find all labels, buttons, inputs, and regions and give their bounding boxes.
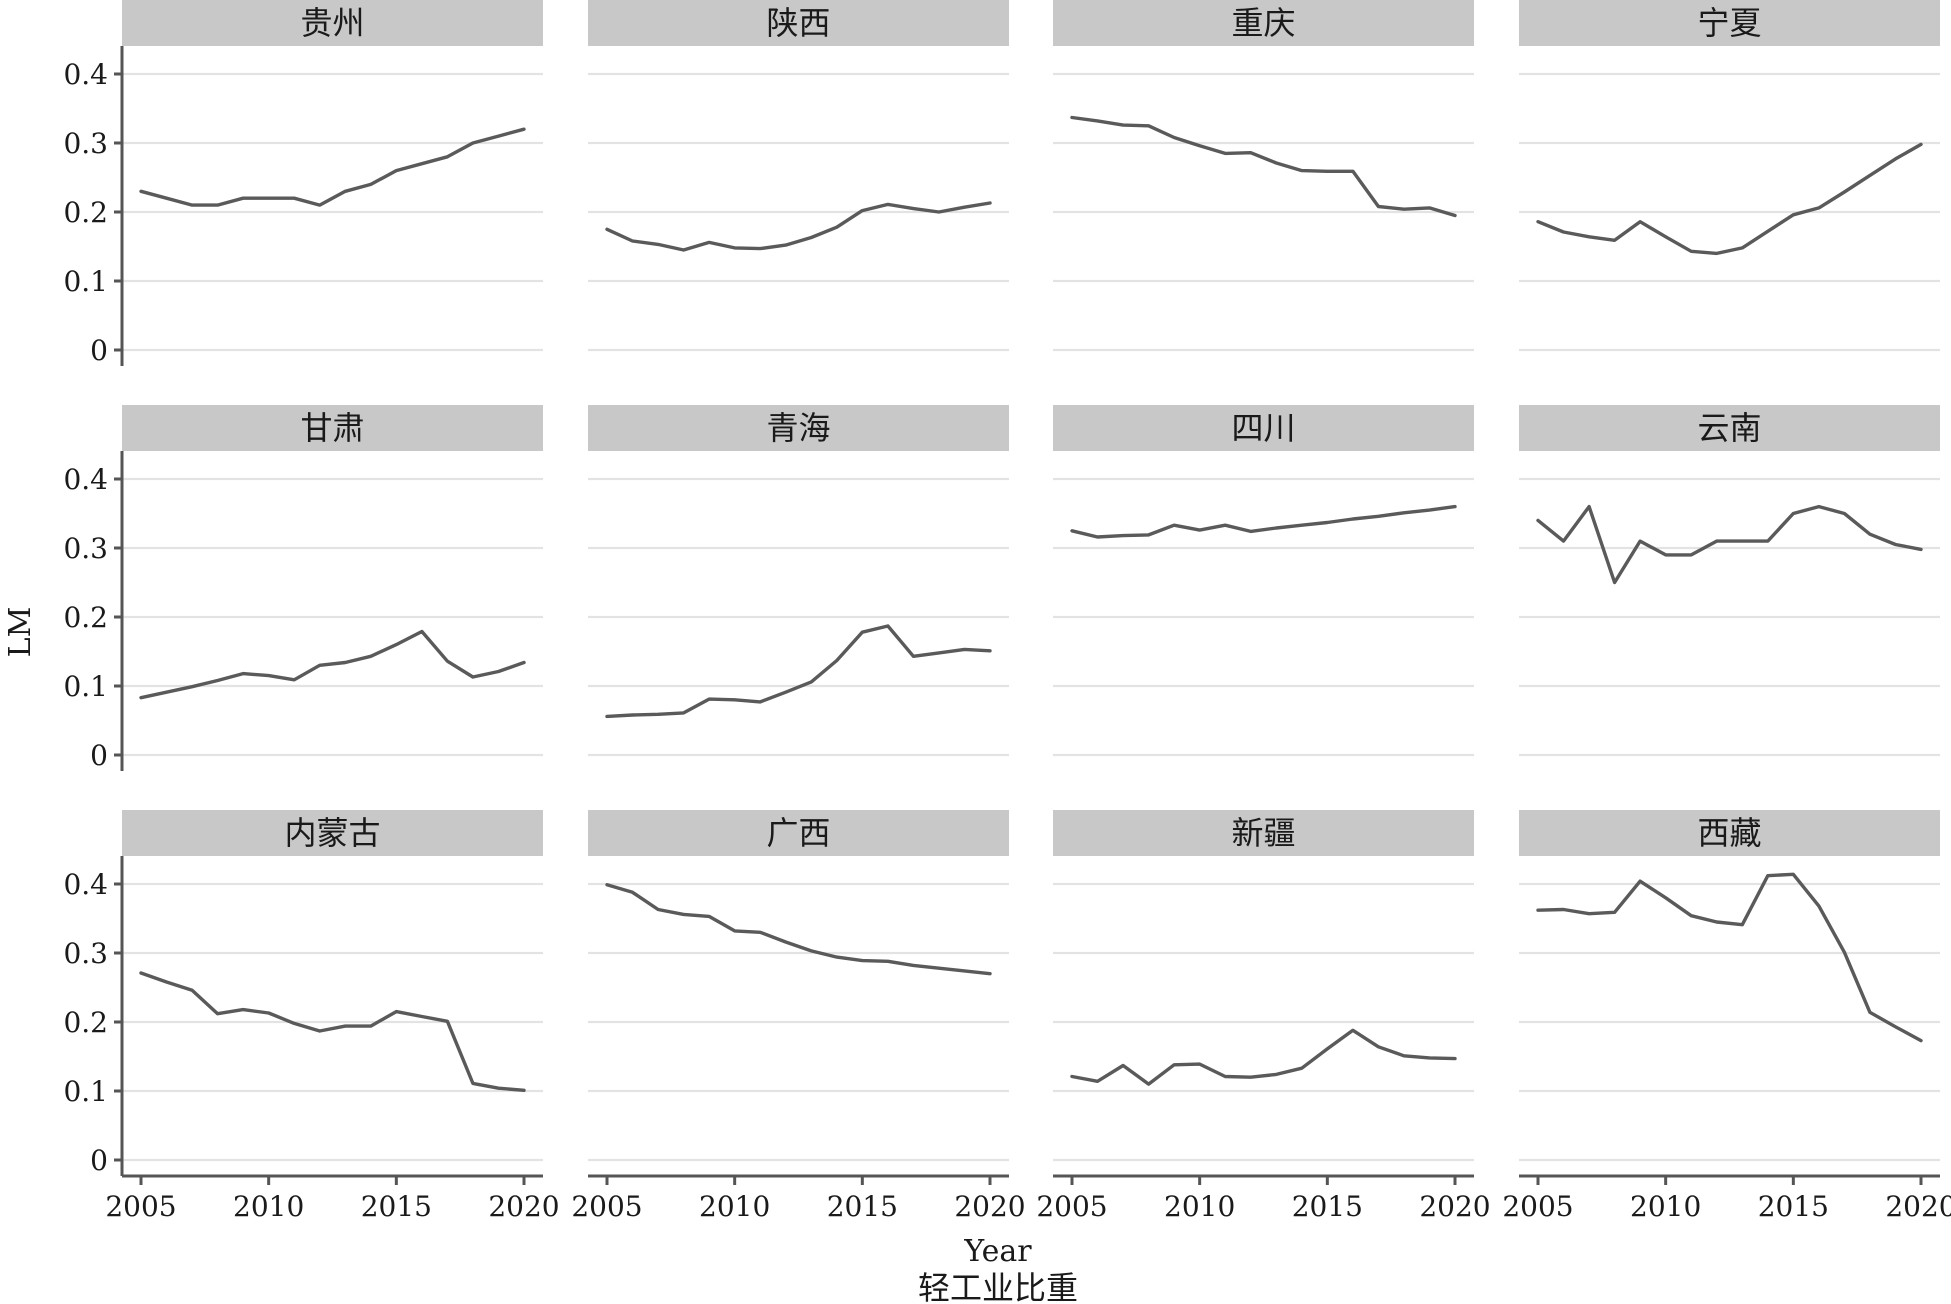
x-tick-label: 2005 [571, 1190, 642, 1223]
facet-title: 陕西 [766, 4, 830, 42]
x-tick-label: 2005 [1502, 1190, 1573, 1223]
x-tick-label: 2010 [1164, 1190, 1235, 1223]
x-tick-label: 2010 [1630, 1190, 1701, 1223]
facet-title: 广西 [766, 814, 830, 852]
facet-title: 内蒙古 [284, 814, 380, 852]
y-tick-label: 0.4 [63, 463, 108, 496]
y-axis-title: LM [3, 607, 38, 658]
y-tick-label: 0.1 [63, 670, 108, 703]
chart-caption: 轻工业比重 [918, 1269, 1078, 1304]
series-line [1070, 504, 1457, 539]
facet-panel: 重庆 [1053, 0, 1474, 352]
series-line [1070, 1028, 1457, 1086]
facet-panel: 青海 [588, 405, 1009, 757]
x-tick-label: 2020 [954, 1190, 1025, 1223]
x-tick-label: 2020 [1885, 1190, 1951, 1223]
x-axis-title: Year [963, 1234, 1032, 1269]
x-tick-label: 2015 [1292, 1190, 1363, 1223]
facet-panel: 内蒙古 0 0.1 0.2 0.3 0.4 2005 2010 2015 2020 [63, 810, 560, 1223]
series-line [605, 201, 992, 252]
facet-title: 宁夏 [1697, 4, 1761, 42]
y-tick-label: 0 [90, 334, 108, 367]
x-tick-label: 2020 [1419, 1190, 1490, 1223]
x-tick-label: 2015 [1758, 1190, 1829, 1223]
series-line [1536, 504, 1923, 585]
y-tick-label: 0.1 [63, 265, 108, 298]
y-tick-label: 0.4 [63, 58, 108, 91]
x-tick-label: 2005 [105, 1190, 176, 1223]
facet-title: 新疆 [1231, 814, 1295, 852]
y-tick-label: 0.3 [63, 127, 108, 160]
y-tick-label: 0 [90, 739, 108, 772]
series-line [1536, 872, 1923, 1043]
facet-panel: 西藏 2005 2010 2015 2020 [1502, 810, 1951, 1223]
facet-strip [122, 0, 543, 46]
facet-title: 青海 [766, 409, 830, 447]
facet-panel: 四川 [1053, 405, 1474, 757]
y-tick-label: 0.3 [63, 532, 108, 565]
series-line [605, 624, 992, 719]
facet-panel: 甘肃 0 0.1 0.2 0.3 0.4 [63, 405, 543, 772]
x-tick-label: 2020 [488, 1190, 559, 1223]
facet-title: 贵州 [300, 4, 364, 42]
series-line [605, 883, 992, 976]
x-tick-label: 2010 [699, 1190, 770, 1223]
facet-panel: 广西 2005 2010 2015 2020 [571, 810, 1026, 1223]
y-tick-label: 0.4 [63, 868, 108, 901]
x-tick-label: 2015 [361, 1190, 432, 1223]
y-tick-label: 0.1 [63, 1075, 108, 1108]
x-tick-label: 2010 [233, 1190, 304, 1223]
facet-title: 四川 [1231, 409, 1295, 447]
series-line [1536, 142, 1923, 256]
y-tick-label: 0.3 [63, 937, 108, 970]
facet-strip [588, 810, 1009, 856]
facet-panel: 新疆 2005 2010 2015 2020 [1036, 810, 1491, 1223]
facet-strip [1519, 810, 1940, 856]
facet-title: 西藏 [1697, 814, 1761, 852]
facet-strip [1519, 0, 1940, 46]
facet-strip [1053, 0, 1474, 46]
facet-strip [122, 405, 543, 451]
series-line [139, 971, 526, 1093]
facet-panel: 宁夏 [1519, 0, 1940, 352]
facet-strip [1053, 810, 1474, 856]
facet-panel: 陕西 [588, 0, 1009, 352]
facet-strip [1053, 405, 1474, 451]
facet-strip [588, 405, 1009, 451]
series-line [1070, 115, 1457, 218]
y-tick-label: 0.2 [63, 196, 108, 229]
facet-strip [588, 0, 1009, 46]
facet-title: 甘肃 [300, 409, 364, 447]
series-line [139, 629, 526, 700]
y-tick-label: 0.2 [63, 601, 108, 634]
facet-strip [1519, 405, 1940, 451]
facet-strip [122, 810, 543, 856]
x-tick-label: 2015 [827, 1190, 898, 1223]
facet-panel: 贵州 0 0.1 0.2 0.3 0.4 [63, 0, 543, 367]
x-tick-label: 2005 [1036, 1190, 1107, 1223]
y-tick-label: 0 [90, 1144, 108, 1177]
facet-title: 云南 [1697, 409, 1761, 447]
facet-title: 重庆 [1231, 4, 1295, 42]
y-tick-label: 0.2 [63, 1006, 108, 1039]
facet-panel: 云南 [1519, 405, 1940, 757]
series-line [139, 127, 526, 207]
